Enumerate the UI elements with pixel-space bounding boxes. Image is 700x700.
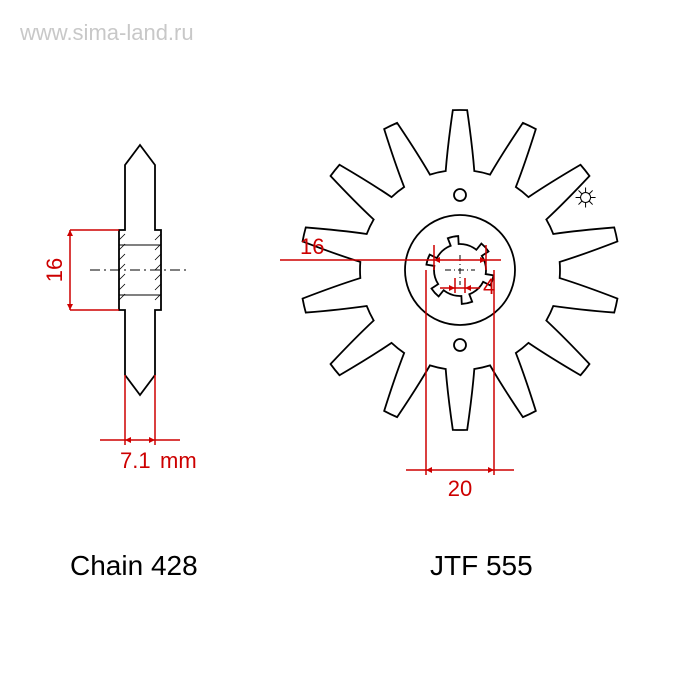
technical-drawing: 167.1mm16420 (0, 0, 700, 700)
svg-text:16: 16 (300, 234, 324, 259)
svg-text:20: 20 (448, 476, 472, 501)
chain-size-label: Chain 428 (70, 550, 198, 582)
svg-text:7.1: 7.1 (120, 448, 151, 473)
part-number-label: JTF 555 (430, 550, 533, 582)
diagram-container: www.sima-land.ru 167.1mm16420 Chain 428 … (0, 0, 700, 700)
svg-text:16: 16 (42, 258, 67, 282)
svg-text:mm: mm (160, 448, 197, 473)
